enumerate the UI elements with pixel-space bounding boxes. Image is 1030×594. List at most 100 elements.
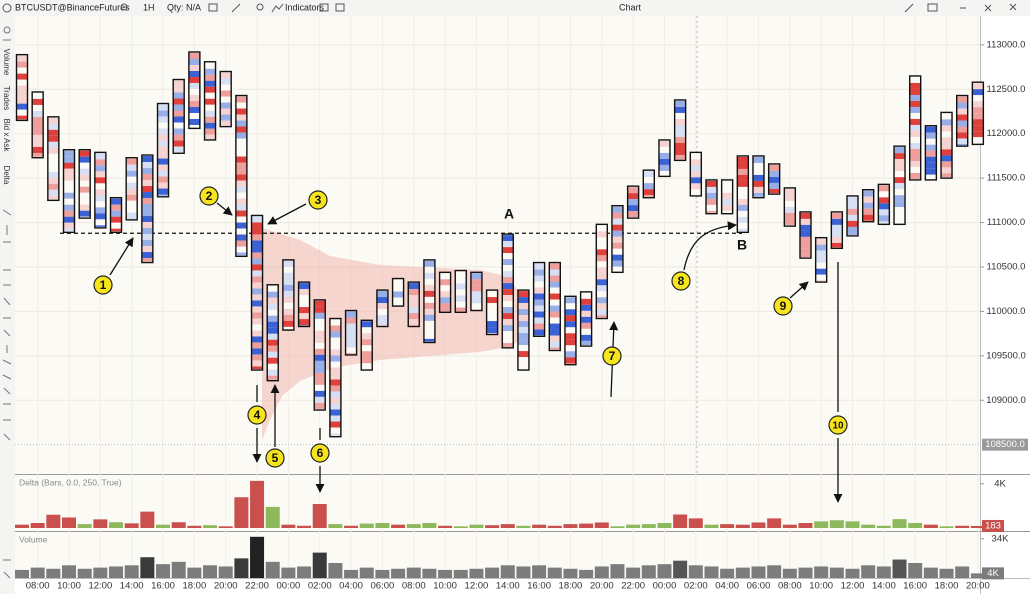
footprint-box <box>971 81 985 146</box>
bar <box>297 525 312 528</box>
footprint-box <box>689 151 703 197</box>
footprint-cell <box>580 316 592 323</box>
app-icon[interactable] <box>2 3 12 13</box>
footprint-cell <box>63 180 75 187</box>
indicator-icon[interactable] <box>271 3 284 13</box>
footprint-cell <box>941 167 953 174</box>
window-controls[interactable] <box>904 3 1017 13</box>
bar <box>422 568 437 578</box>
footprint-cell <box>972 107 984 114</box>
footprint-cell <box>157 110 169 117</box>
indicators[interactable]: Indicators <box>285 2 325 12</box>
footprint-cell <box>611 266 623 272</box>
qty[interactable]: Qty: N/A <box>167 2 201 12</box>
footprint-cell <box>282 266 294 273</box>
footprint-cell <box>32 110 44 117</box>
tool-icon[interactable] <box>208 3 218 12</box>
x-tick-label: 22:00 <box>245 581 269 592</box>
bar <box>187 567 202 578</box>
footprint-cell <box>909 82 921 89</box>
interval[interactable]: 1H <box>143 2 155 12</box>
footprint-box <box>877 183 891 226</box>
footprint-cell <box>502 241 514 248</box>
footprint-cell <box>220 120 232 126</box>
layout-icon[interactable] <box>335 3 345 12</box>
panel-tab[interactable]: Bid x Ask <box>2 119 11 153</box>
footprint-cell <box>376 297 388 304</box>
footprint-cell <box>502 331 514 338</box>
footprint-cell <box>79 162 91 169</box>
bar <box>939 526 954 528</box>
footprint-cell <box>674 136 686 143</box>
symbol[interactable]: BTCUSDT@BinanceFutures <box>15 2 130 12</box>
footprint-cell <box>894 171 906 178</box>
bar <box>93 567 108 578</box>
bar <box>892 519 907 528</box>
x-tick-label: 14:00 <box>496 581 520 592</box>
footprint-cell <box>94 177 106 184</box>
camera-icon[interactable] <box>927 3 938 12</box>
footprint-cell <box>408 289 420 296</box>
footprint-cell <box>345 317 357 324</box>
panel-tab[interactable]: Volume <box>2 49 11 76</box>
footprint-cell <box>251 270 263 277</box>
footprint-cell <box>894 219 906 224</box>
search-icon[interactable] <box>120 3 128 11</box>
footprint-cell <box>376 315 388 322</box>
sidebar-tools[interactable] <box>2 26 12 579</box>
footprint-cell <box>251 252 263 259</box>
footprint-cell <box>361 351 373 358</box>
footprint-cell <box>627 205 639 212</box>
last-price-box <box>982 438 1028 451</box>
footprint-cell <box>517 303 529 310</box>
footprint-cell <box>157 176 169 183</box>
footprint-cell <box>188 112 200 119</box>
footprint-cell <box>502 283 514 290</box>
footprint-cell <box>847 196 859 203</box>
template-icon[interactable] <box>319 3 329 12</box>
zoom-icon[interactable] <box>256 3 264 11</box>
footprint-cell <box>894 207 906 214</box>
footprint-cell <box>784 218 796 225</box>
annotation-badge <box>265 448 285 468</box>
bar <box>751 566 766 578</box>
annotation-badge <box>199 186 219 206</box>
bar <box>814 566 829 578</box>
footprint-cell <box>63 228 75 232</box>
footprint-cell <box>894 201 906 208</box>
bar <box>30 523 45 528</box>
annotation-badge <box>310 443 330 463</box>
footprint-cell <box>408 301 420 308</box>
footprint-cell <box>486 327 498 334</box>
footprint-cell <box>251 228 263 235</box>
bar <box>814 521 829 528</box>
footprint-cell <box>220 96 232 103</box>
y-tick-label: 110000.0 <box>987 306 1026 317</box>
bar <box>312 503 327 528</box>
footprint-cell <box>173 134 185 141</box>
footprint-cell <box>470 303 482 310</box>
bar <box>845 568 860 578</box>
footprint-cell <box>533 275 545 282</box>
footprint-cell <box>361 363 373 370</box>
panel-tab[interactable]: Trades <box>2 86 11 111</box>
panel-tab[interactable]: Delta <box>2 166 11 185</box>
footprint-cell <box>157 194 169 196</box>
footprint-cell <box>188 76 200 83</box>
footprint-box <box>203 61 217 141</box>
footprint-cell <box>329 331 341 338</box>
footprint-cell <box>235 150 247 157</box>
footprint-box <box>579 291 593 347</box>
x-tick-label: 18:00 <box>935 581 959 592</box>
footprint-cell <box>329 325 341 332</box>
footprint-cell <box>235 210 247 217</box>
footprint-cell <box>611 218 623 225</box>
footprint-cell <box>173 140 185 147</box>
footprint-box <box>329 317 342 438</box>
footprint-box <box>235 94 248 258</box>
footprint-cell <box>408 307 420 314</box>
draw-icon[interactable] <box>231 3 241 13</box>
footprint-cell <box>94 225 106 227</box>
footprint-cell <box>314 402 326 409</box>
footprint-cell <box>423 266 435 273</box>
